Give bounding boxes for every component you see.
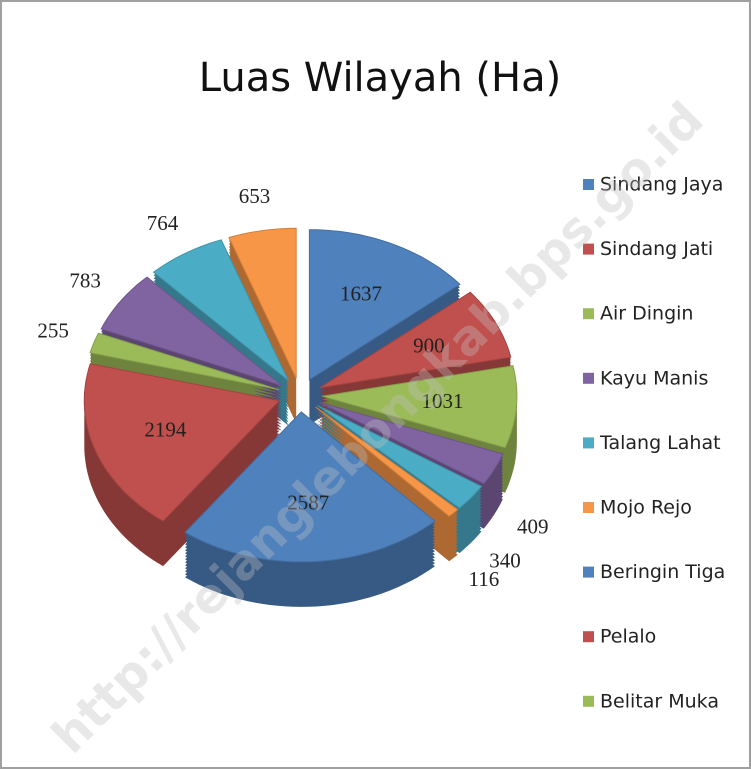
slice [184,411,436,563]
legend-label: Talang Lahat [599,432,721,454]
data-label: 116 [469,567,500,591]
slice [89,332,280,391]
legend-label: Sindang Jaya [600,174,723,196]
slice [317,404,483,509]
slice [100,276,283,386]
legend-label: Sindang Jati [600,238,713,260]
legend-label: Kayu Manis [600,367,708,389]
slice [315,406,459,517]
slice [319,291,512,389]
slice [83,363,281,522]
slice [319,402,504,485]
chart-title: Luas Wilayah (Ha) [199,55,561,101]
legend-label: Mojo Rejo [600,497,692,519]
legend-swatch [583,243,594,255]
legend-swatch [583,566,594,578]
legend-label: Pelalo [600,626,656,648]
slice [321,365,518,449]
data-label: 1031 [422,389,464,413]
data-label: 900 [413,333,445,357]
legend-swatch [583,631,594,643]
data-label: 764 [147,211,179,235]
legend-swatch [583,437,594,449]
data-label: 1637 [340,281,382,305]
legend-swatch [583,502,594,513]
legend: Sindang Jaya Sindang Jati Air Dingin Kayu M… [583,174,725,712]
legend-label: Air Dingin [600,303,693,325]
data-label: 255 [37,318,69,342]
data-label: 2587 [287,491,329,515]
legend-swatch [583,179,594,190]
slice [228,227,297,379]
legend-label: Beringin Tiga [600,561,725,583]
data-label: 653 [239,184,271,208]
data-label: 340 [489,549,521,573]
slice [152,239,289,381]
legend-swatch [583,695,594,707]
data-label: 783 [69,268,101,292]
slice [308,229,461,381]
data-label: 409 [517,515,549,539]
legend-swatch [583,372,594,384]
data-label: 2194 [144,418,187,442]
legend-label: Belitar Muka [600,690,719,712]
legend-swatch [583,308,594,320]
